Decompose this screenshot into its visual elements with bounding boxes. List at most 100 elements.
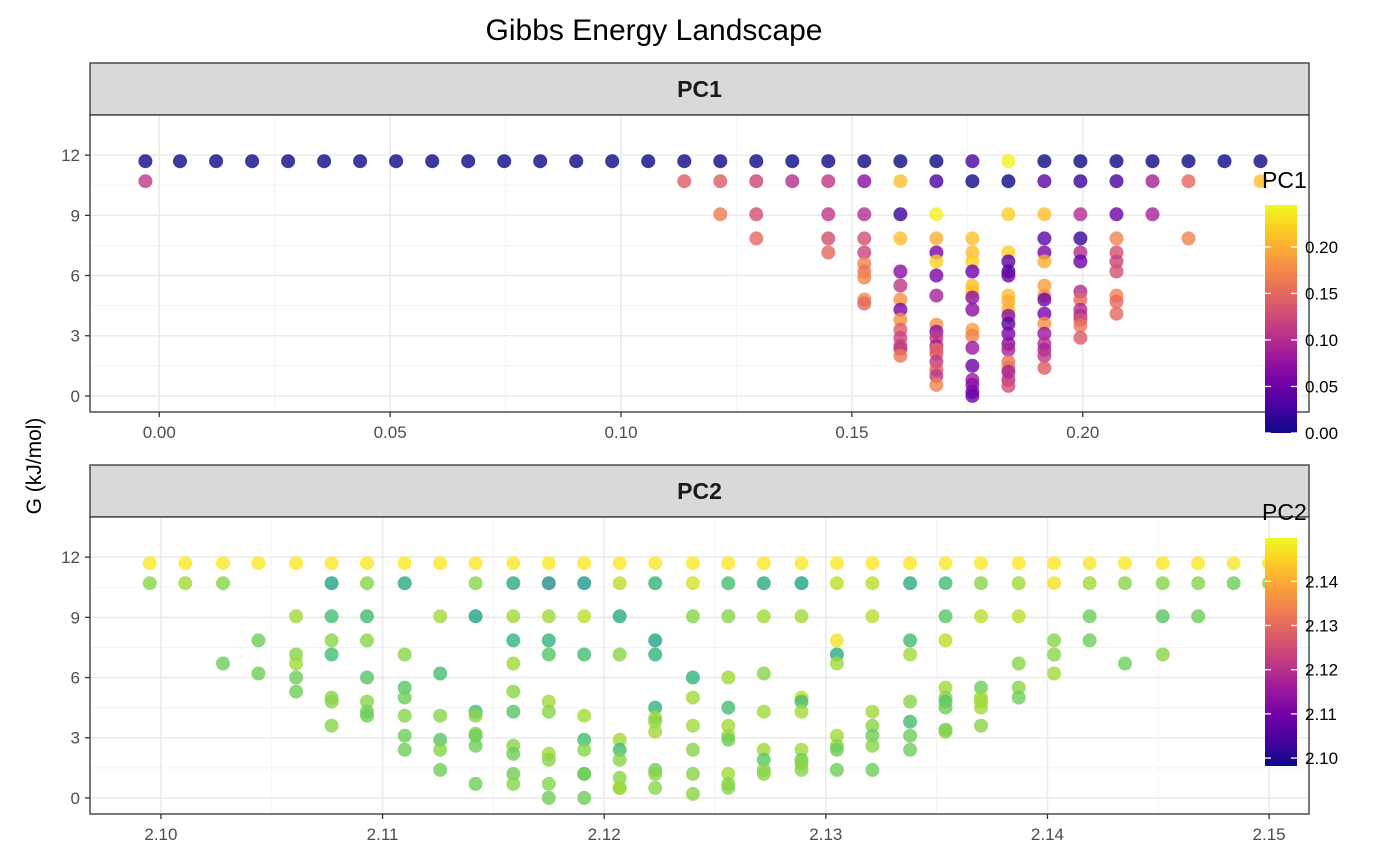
grid: [90, 115, 1309, 412]
data-point: [142, 576, 157, 591]
x-tick-label: 0.10: [604, 423, 637, 442]
data-point: [648, 700, 663, 715]
data-point: [1001, 342, 1016, 357]
data-point: [938, 576, 953, 591]
data-point: [324, 576, 339, 591]
data-point: [865, 728, 880, 743]
data-point: [756, 556, 771, 571]
data-point: [685, 718, 700, 733]
data-point: [829, 656, 844, 671]
data-point: [1217, 154, 1232, 169]
data-point: [1037, 207, 1052, 222]
data-point: [324, 647, 339, 662]
data-point: [397, 742, 412, 757]
x-tick-label: 2.15: [1253, 825, 1286, 844]
data-point: [216, 576, 230, 591]
data-point: [1001, 316, 1016, 331]
data-point: [251, 633, 266, 648]
data-point: [903, 576, 918, 591]
data-point: [397, 680, 412, 695]
data-point: [685, 690, 700, 705]
legend-title: PC1: [1262, 167, 1307, 193]
data-point: [893, 264, 908, 279]
data-point: [397, 576, 412, 591]
colorbar: [1265, 205, 1297, 433]
data-point: [577, 609, 592, 624]
data-point: [506, 609, 521, 624]
data-point: [289, 609, 304, 624]
data-point: [251, 556, 266, 571]
data-point: [965, 254, 980, 269]
data-point: [1155, 647, 1170, 662]
data-point: [612, 732, 627, 747]
data-point: [938, 633, 953, 648]
y-tick-label: 3: [71, 327, 80, 346]
data-point: [1191, 609, 1206, 624]
x-tick-label: 0.05: [374, 423, 407, 442]
data-point: [289, 684, 304, 699]
colorbar-tick-label: 2.14: [1305, 572, 1338, 591]
y-tick-label: 9: [71, 206, 80, 225]
data-point: [929, 154, 944, 169]
y-tick-label: 6: [71, 267, 80, 286]
legend-pc2: PC2 2.10 2.11 2.12 2.13 2.14: [1262, 499, 1338, 768]
data-point: [938, 680, 953, 695]
x-axis: 0.00 0.05 0.10 0.15 0.20: [143, 412, 1099, 442]
y-axis-title: G (kJ/mol): [23, 418, 46, 515]
data-point: [1001, 268, 1016, 283]
data-point: [721, 670, 736, 685]
data-point: [721, 718, 736, 733]
data-point: [974, 700, 988, 715]
data-point: [1109, 254, 1124, 269]
data-point: [756, 704, 771, 719]
data-point: [1037, 254, 1052, 269]
data-point: [569, 154, 584, 169]
data-point: [389, 154, 404, 169]
points-pc1: [138, 154, 1268, 403]
data-point: [929, 288, 944, 303]
data-point: [648, 556, 663, 571]
data-point: [397, 690, 412, 705]
data-point: [794, 704, 809, 719]
data-point: [397, 556, 412, 571]
data-point: [648, 724, 663, 739]
data-point: [1145, 207, 1160, 222]
colorbar-tick-label: 0.00: [1305, 424, 1338, 443]
data-point: [1191, 576, 1206, 591]
data-point: [506, 656, 521, 671]
y-tick-label: 12: [61, 548, 80, 567]
colorbar-tick-label: 0.05: [1305, 377, 1338, 396]
data-point: [1109, 306, 1124, 321]
colorbar-tick-label: 0.10: [1305, 331, 1338, 350]
data-point: [1047, 576, 1062, 591]
data-point: [1011, 609, 1026, 624]
data-point: [577, 576, 592, 591]
colorbar: [1265, 538, 1297, 766]
data-point: [433, 609, 448, 624]
data-point: [821, 207, 836, 222]
data-point: [1073, 318, 1088, 333]
data-point: [1011, 576, 1026, 591]
data-point: [893, 231, 908, 246]
colorbar-tick-label: 0.20: [1305, 238, 1338, 257]
data-point: [251, 666, 266, 681]
data-point: [794, 556, 809, 571]
colorbar-legends: PC1 0.00 0.05 0.10 0.15 0.20 PC2 2.10 2.11 2.12 2.…: [1262, 167, 1338, 768]
data-point: [974, 680, 988, 695]
data-point: [685, 556, 700, 571]
data-point: [865, 704, 880, 719]
data-point: [865, 718, 880, 733]
data-point: [289, 656, 304, 671]
data-point: [648, 766, 663, 781]
data-point: [965, 174, 980, 189]
data-point: [577, 790, 592, 805]
data-point: [794, 762, 809, 777]
data-point: [903, 714, 918, 729]
data-point: [360, 556, 374, 571]
data-point: [433, 666, 448, 681]
data-point: [360, 670, 374, 685]
data-point: [612, 742, 627, 757]
data-point: [1001, 154, 1016, 169]
data-point: [178, 576, 193, 591]
